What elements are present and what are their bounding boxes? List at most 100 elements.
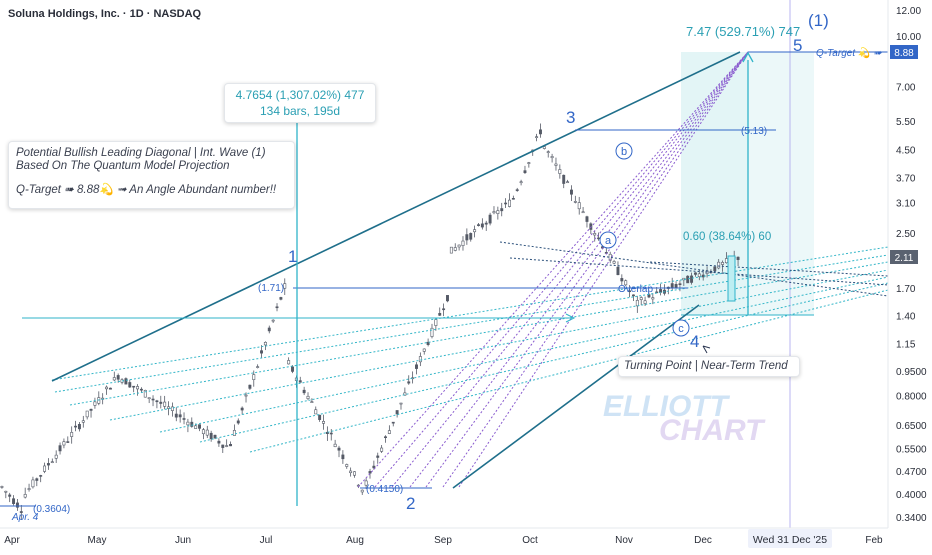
candle-body xyxy=(267,327,271,332)
candle-body xyxy=(291,366,294,372)
projection-note-line1: Potential Bullish Leading Diagonal | Int… xyxy=(16,147,266,159)
candle-body xyxy=(93,401,97,406)
candle-body xyxy=(690,275,694,283)
candle-body xyxy=(616,266,620,276)
candle-body xyxy=(4,490,8,493)
candle-body xyxy=(353,471,356,476)
measure-note[interactable]: 4.7654 (1,307.02%) 477 134 bars, 195d xyxy=(224,83,376,123)
candle-body xyxy=(527,162,531,164)
candle-body xyxy=(163,401,167,407)
candle-body xyxy=(581,211,585,214)
candle-body xyxy=(19,511,23,513)
candle-body xyxy=(631,294,635,297)
candle-body xyxy=(430,327,434,337)
candle-body xyxy=(132,385,136,388)
level-label-0-3604: (0.3604) xyxy=(33,504,70,515)
candle-body xyxy=(314,409,318,415)
candle-body xyxy=(302,389,306,394)
time-tick-label: Nov xyxy=(615,535,633,546)
candle-body xyxy=(508,199,511,207)
price-axis[interactable]: 12.00 10.00 7.00 5.50 4.50 3.70 3.10 2.50 1.70 1.… xyxy=(896,6,927,524)
price-tick-label: 1.70 xyxy=(896,284,916,295)
wave-label-4: 4 xyxy=(690,332,699,351)
candle-body xyxy=(209,432,213,440)
candle-body xyxy=(248,384,252,389)
candle-body xyxy=(674,284,678,288)
apr4-label: Apr. 4 xyxy=(11,512,39,523)
candle-body xyxy=(546,151,550,153)
price-measure-arrow xyxy=(742,51,754,63)
candle-body xyxy=(325,431,329,434)
candle-body xyxy=(492,211,496,214)
candle-body xyxy=(35,478,39,481)
subwave-circle-b xyxy=(615,142,633,160)
time-tick-label: Oct xyxy=(522,535,538,546)
subwave-circle-c xyxy=(672,319,690,337)
candle-body xyxy=(240,407,244,411)
time-tick-label: Jun xyxy=(175,535,191,546)
candle-body xyxy=(232,430,236,436)
candle-body xyxy=(387,430,391,434)
candle-body xyxy=(31,479,35,488)
qtarget-price-badge xyxy=(890,45,918,59)
candle-body xyxy=(511,198,515,200)
candle-body xyxy=(519,181,523,184)
candle-body xyxy=(287,360,291,365)
price-tick-label: 0.4700 xyxy=(896,467,927,478)
candle-body xyxy=(635,300,639,307)
crosshair-date-badge xyxy=(748,529,832,548)
candle-body xyxy=(306,395,310,399)
candle-body xyxy=(504,202,508,205)
candle-body xyxy=(500,208,504,212)
candle-body xyxy=(167,406,170,409)
price-tick-label: 12.00 xyxy=(896,6,921,17)
candle-body xyxy=(283,283,287,289)
candle-body xyxy=(554,163,558,166)
candle-body xyxy=(407,381,411,384)
wave-label-1-degree: (1) xyxy=(808,11,829,30)
price-tick-label: 3.10 xyxy=(896,199,916,210)
candle-body xyxy=(515,189,519,191)
teal-level-arrow xyxy=(565,313,576,323)
candle-body xyxy=(147,397,151,400)
candles-group xyxy=(0,123,740,520)
candle-body xyxy=(236,420,240,424)
candle-body xyxy=(438,313,442,316)
current-move-box xyxy=(727,255,736,302)
turning-point-note[interactable]: Turning Point | Near-Term Trend xyxy=(618,356,800,377)
candle-body xyxy=(194,425,198,429)
candle-body xyxy=(686,275,690,284)
purple-fan xyxy=(357,51,749,488)
candle-body xyxy=(15,502,19,508)
candle-body xyxy=(112,377,116,381)
diagonal-lower-line xyxy=(452,304,700,489)
candle-body xyxy=(612,261,616,264)
candle-body xyxy=(105,386,109,390)
wave-label-1: 1 xyxy=(288,247,297,266)
subwave-circle-a xyxy=(599,231,617,249)
projection-note[interactable]: Potential Bullish Leading Diagonal | Int… xyxy=(8,141,295,209)
candle-body xyxy=(628,290,632,293)
candle-body xyxy=(310,401,314,403)
time-axis[interactable]: Apr May Jun Jul Aug Sep Oct Nov Dec Feb xyxy=(4,535,883,546)
time-tick-label: Apr xyxy=(4,535,20,546)
candle-body xyxy=(143,389,147,398)
candle-body xyxy=(384,436,387,439)
candle-body xyxy=(721,262,725,265)
candle-body xyxy=(190,421,194,427)
candle-body xyxy=(566,181,570,184)
subwave-label-c: c xyxy=(678,323,684,335)
price-tick-label: 2.50 xyxy=(896,229,916,240)
price-tick-label: 4.50 xyxy=(896,146,916,157)
candle-body xyxy=(403,392,407,396)
candle-body xyxy=(318,414,322,420)
candle-body xyxy=(54,454,58,459)
candle-body xyxy=(139,388,143,391)
diagonal-upper-line xyxy=(51,51,741,382)
overlap-label: Overlap xyxy=(618,284,653,295)
candle-body xyxy=(558,169,562,174)
candle-body xyxy=(422,348,426,352)
time-tick-label: Dec xyxy=(694,535,712,546)
